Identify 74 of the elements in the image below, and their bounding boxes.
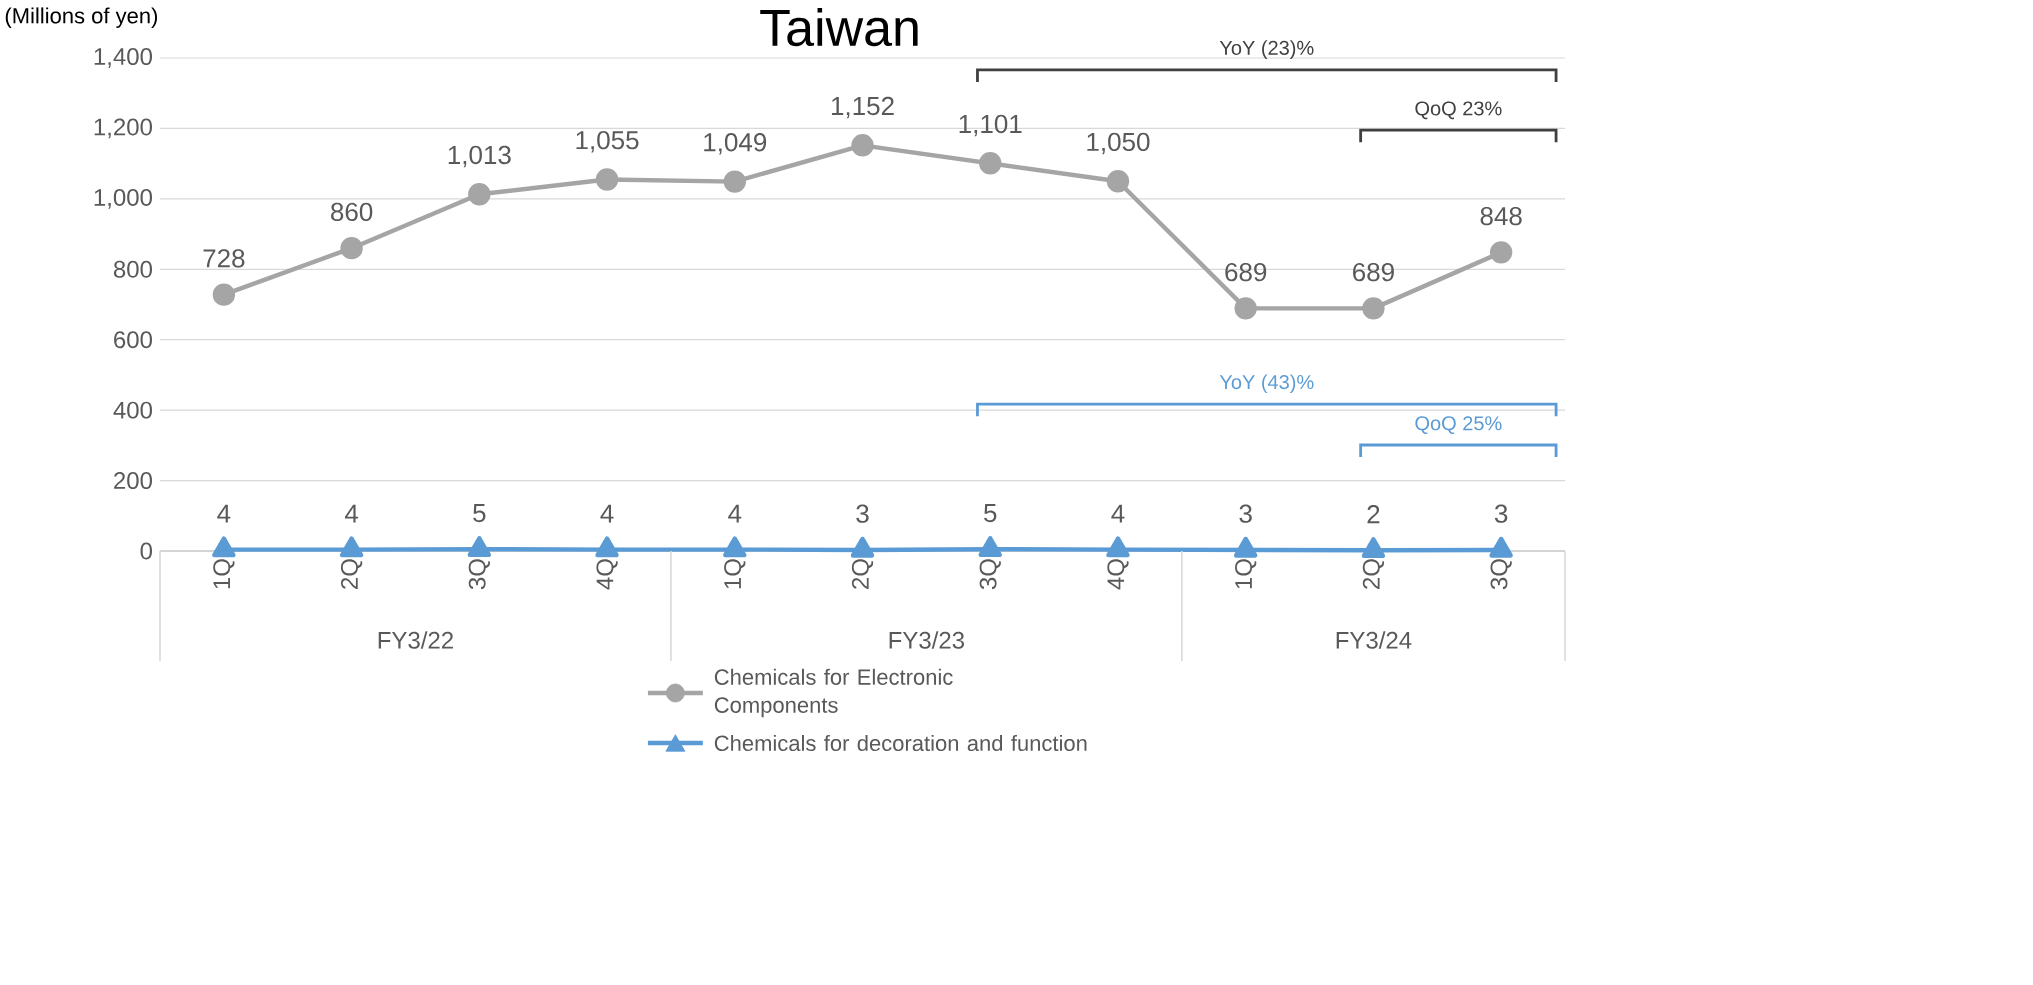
x-tick-label: 1Q	[724, 559, 746, 589]
x-tick-label: 4Q	[596, 559, 618, 590]
data-label: 3	[856, 504, 869, 523]
point	[723, 536, 747, 558]
chart-title: Taiwan	[760, 8, 918, 47]
point	[851, 134, 874, 157]
point	[1489, 536, 1513, 558]
data-label: 4	[344, 504, 359, 523]
point	[212, 283, 236, 306]
data-label: 1,101	[959, 114, 1022, 137]
text: FY3/23	[889, 631, 965, 649]
y-tick-label: 1,000	[94, 188, 152, 209]
y-axis-title: (Millions of yen)	[5, 7, 158, 28]
point	[1233, 536, 1258, 558]
data-label: 5	[473, 504, 486, 523]
data-label: 4	[600, 504, 614, 523]
point	[1234, 297, 1257, 320]
point	[467, 536, 492, 557]
point	[1106, 170, 1130, 193]
y-tick-label: 1,400	[94, 48, 152, 68]
annotation: YoY (43)%	[1219, 374, 1314, 394]
annotation: QoQ 25%	[1415, 416, 1502, 434]
data-label: 689	[1353, 262, 1394, 282]
text: FY3/22	[378, 631, 453, 649]
point	[212, 536, 236, 558]
y-tick-label: 0	[140, 542, 153, 560]
annotation: YoY (23)%	[1219, 40, 1314, 59]
y-tick-label: 800	[113, 260, 152, 278]
data-label: 2	[1367, 505, 1380, 524]
annotation: QoQ 23%	[1415, 101, 1502, 120]
data-label: 4	[1111, 504, 1125, 523]
point	[339, 536, 364, 558]
data-label: 1,055	[576, 130, 639, 153]
data-label: 3	[1494, 504, 1508, 523]
x-tick-label: 1Q	[1235, 559, 1257, 589]
point	[1361, 537, 1386, 558]
y-tick-label: 1,200	[94, 118, 152, 139]
point	[595, 168, 619, 191]
data-label: 1,050	[1087, 132, 1150, 155]
x-tick-label: 3Q	[468, 559, 490, 590]
data-label: 4	[728, 504, 742, 523]
point	[979, 152, 1002, 175]
y-tick-label: 200	[114, 472, 152, 490]
y-tick-label: 600	[114, 331, 152, 349]
point	[595, 536, 619, 558]
x-tick-label: 4Q	[1107, 559, 1129, 590]
data-label: 1,049	[704, 133, 767, 155]
point	[468, 183, 491, 206]
point	[723, 170, 746, 193]
x-tick-label: 2Q	[851, 559, 874, 589]
x-tick-label: 3Q	[1490, 559, 1512, 590]
point	[340, 236, 363, 260]
data-label: 1,152	[831, 96, 894, 119]
data-label: 5	[984, 504, 997, 523]
data-label: 3	[1239, 504, 1252, 523]
x-tick-label: 1Q	[213, 559, 235, 589]
point	[978, 536, 1002, 557]
x-tick-label: 3Q	[979, 559, 1001, 590]
point	[1362, 297, 1385, 320]
data-label: 4	[217, 504, 231, 523]
data-label: 728	[203, 249, 245, 268]
text: FY3/24	[1336, 631, 1412, 649]
x-tick-label: 2Q	[340, 559, 363, 589]
legend-label: Chemicals for decoration and function	[714, 734, 1087, 752]
point	[1489, 241, 1513, 264]
data-label: 1,013	[448, 145, 511, 168]
y-tick-label: 400	[113, 401, 152, 419]
point	[1106, 536, 1130, 558]
data-label: 848	[1480, 206, 1522, 226]
point	[850, 536, 875, 558]
legend-label: Chemicals for Electronic Components	[714, 668, 953, 718]
x-tick-label: 2Q	[1362, 559, 1385, 589]
data-label: 860	[331, 202, 373, 222]
data-label: 689	[1225, 262, 1267, 282]
